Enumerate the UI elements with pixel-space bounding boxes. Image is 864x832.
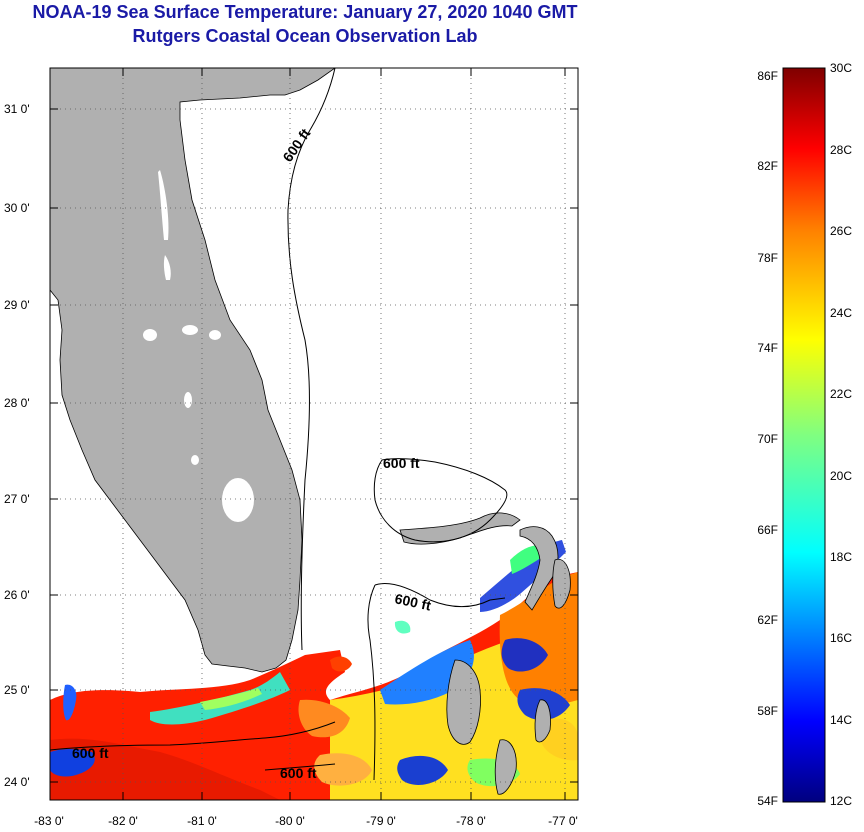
axis-ticks (50, 68, 578, 800)
contour-label-bahama: 600 ft (383, 455, 420, 471)
c-label: 18C (830, 550, 852, 564)
f-label: 62F (757, 613, 778, 627)
lat-label: 31 0' (4, 102, 30, 116)
map-frame (49, 67, 579, 801)
c-label: 22C (830, 387, 852, 401)
f-label: 70F (757, 432, 778, 446)
lon-label: -78 0' (456, 814, 486, 828)
f-label: 74F (757, 341, 778, 355)
latitude-axis: 31 0' 30 0' 29 0' 28 0' 27 0' 26 0' 25 0… (4, 102, 30, 789)
map-title: NOAA-19 Sea Surface Temperature: January… (32, 2, 578, 22)
colorbar: 86F 82F 78F 74F 70F 66F 62F 58F 54F 30C … (757, 61, 852, 808)
c-label: 20C (830, 469, 852, 483)
f-label: 66F (757, 523, 778, 537)
colorbar-fahrenheit-labels: 86F 82F 78F 74F 70F 66F 62F 58F 54F (757, 69, 778, 808)
f-label: 78F (757, 251, 778, 265)
f-label: 86F (757, 69, 778, 83)
f-label: 58F (757, 704, 778, 718)
lon-label: -77 0' (548, 814, 578, 828)
c-label: 16C (830, 631, 852, 645)
colorbar-gradient (782, 67, 826, 803)
lakes (143, 170, 254, 522)
lon-label: -79 0' (366, 814, 396, 828)
lon-label: -81 0' (187, 814, 217, 828)
f-label: 82F (757, 159, 778, 173)
contour-label-gulf: 600 ft (72, 745, 109, 761)
c-label: 30C (830, 61, 852, 75)
gridlines (50, 68, 578, 800)
c-label: 24C (830, 306, 852, 320)
lon-label: -83 0' (34, 814, 64, 828)
c-label: 14C (830, 713, 852, 727)
longitude-axis: -83 0' -82 0' -81 0' -80 0' -79 0' -78 0… (34, 814, 578, 828)
map-panel (50, 68, 578, 800)
c-label: 12C (830, 794, 852, 808)
map-subtitle: Rutgers Coastal Ocean Observation Lab (132, 26, 478, 46)
lat-label: 27 0' (4, 492, 30, 506)
lat-label: 25 0' (4, 683, 30, 697)
contour-label-south: 600 ft (280, 765, 317, 781)
land (50, 68, 571, 795)
c-label: 28C (830, 143, 852, 157)
depth-contours (50, 68, 508, 781)
lat-label: 28 0' (4, 396, 30, 410)
f-label: 54F (757, 794, 778, 808)
lon-label: -82 0' (108, 814, 138, 828)
lat-label: 30 0' (4, 201, 30, 215)
lon-label: -80 0' (275, 814, 305, 828)
contour-label-straits: 600 ft (393, 590, 432, 613)
c-label: 26C (830, 224, 852, 238)
colorbar-celsius-labels: 30C 28C 26C 24C 22C 20C 18C 16C 14C 12C (830, 61, 852, 808)
lat-label: 29 0' (4, 298, 30, 312)
lat-label: 26 0' (4, 588, 30, 602)
lat-label: 24 0' (4, 775, 30, 789)
